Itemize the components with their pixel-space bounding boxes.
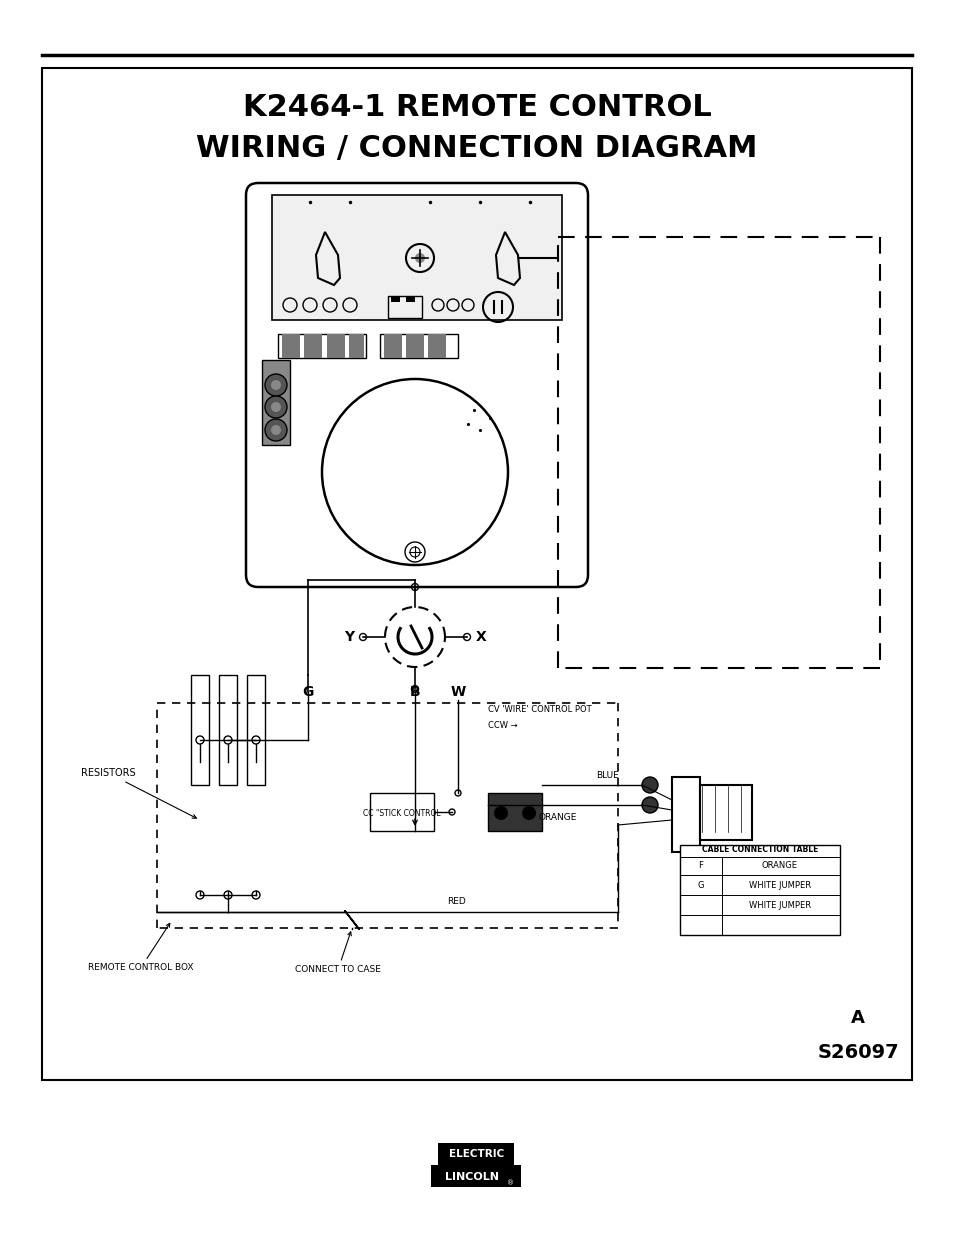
Text: ORANGE: ORANGE: [761, 862, 797, 871]
Text: ®: ®: [507, 1179, 514, 1186]
Circle shape: [265, 419, 287, 441]
Bar: [262, 359, 290, 445]
Circle shape: [641, 797, 658, 813]
Text: RED: RED: [447, 898, 465, 906]
Text: S26097: S26097: [817, 1042, 898, 1062]
Text: X: X: [476, 630, 486, 643]
Circle shape: [265, 396, 287, 417]
Bar: [700, 785, 751, 840]
Text: BLUE: BLUE: [596, 772, 618, 781]
Text: ORANGE: ORANGE: [538, 814, 577, 823]
Bar: [304, 333, 322, 358]
Text: A: A: [850, 1009, 864, 1028]
Text: F: F: [698, 862, 702, 871]
Text: CC "STICK CONTROL: CC "STICK CONTROL: [363, 809, 440, 818]
Bar: [388, 296, 421, 317]
Circle shape: [271, 403, 281, 412]
Bar: [277, 333, 366, 358]
Bar: [219, 676, 236, 785]
Text: REMOTE CONTROL BOX: REMOTE CONTROL BOX: [88, 924, 193, 972]
Bar: [488, 793, 541, 831]
Bar: [370, 793, 434, 831]
Bar: [191, 676, 209, 785]
Bar: [428, 333, 446, 358]
Text: K2464-1 REMOTE CONTROL: K2464-1 REMOTE CONTROL: [242, 94, 711, 122]
Bar: [431, 1165, 520, 1187]
Text: Y: Y: [344, 630, 354, 643]
Text: CONNECT TO CASE: CONNECT TO CASE: [294, 932, 380, 974]
FancyBboxPatch shape: [246, 183, 587, 587]
Text: W: W: [450, 685, 465, 699]
Bar: [327, 333, 345, 358]
Text: RESISTORS: RESISTORS: [81, 768, 196, 818]
Bar: [391, 296, 399, 303]
Bar: [406, 296, 415, 303]
Bar: [384, 333, 401, 358]
Bar: [379, 333, 457, 358]
Bar: [406, 333, 423, 358]
Text: WHITE JUMPER: WHITE JUMPER: [748, 902, 810, 910]
Bar: [247, 676, 265, 785]
Circle shape: [265, 374, 287, 396]
Circle shape: [521, 806, 536, 820]
Text: G: G: [697, 882, 703, 890]
Bar: [349, 333, 364, 358]
Text: CABLE CONNECTION TABLE: CABLE CONNECTION TABLE: [701, 846, 818, 855]
Circle shape: [641, 777, 658, 793]
Text: CV 'WIRE' CONTROL POT: CV 'WIRE' CONTROL POT: [488, 705, 591, 715]
Bar: [282, 333, 299, 358]
Bar: [437, 1144, 514, 1165]
Circle shape: [271, 380, 281, 390]
Text: ELECTRIC: ELECTRIC: [449, 1149, 504, 1158]
Circle shape: [271, 425, 281, 435]
Bar: [272, 195, 561, 320]
Bar: [671, 777, 700, 852]
Text: CCW →: CCW →: [488, 721, 517, 730]
Circle shape: [415, 253, 424, 263]
Text: WHITE JUMPER: WHITE JUMPER: [748, 882, 810, 890]
Bar: [679, 845, 840, 935]
Text: LINCOLN: LINCOLN: [444, 1172, 498, 1182]
Text: B: B: [409, 685, 420, 699]
Text: G: G: [302, 685, 314, 699]
Text: WIRING / CONNECTION DIAGRAM: WIRING / CONNECTION DIAGRAM: [196, 133, 757, 163]
Circle shape: [494, 806, 507, 820]
